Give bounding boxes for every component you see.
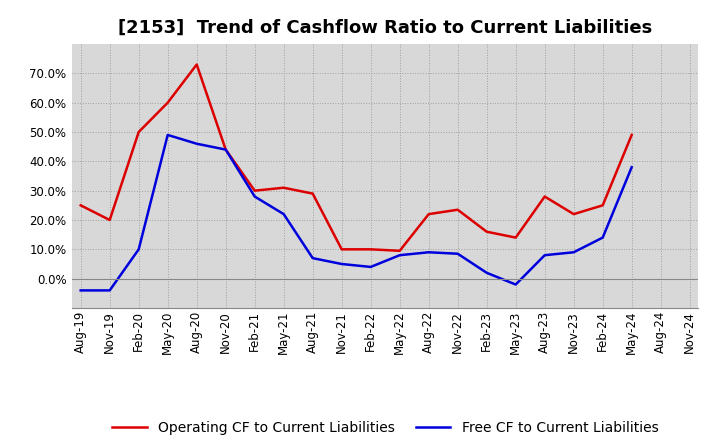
Operating CF to Current Liabilities [454, 207, 462, 213]
Free CF to Current Liabilities [105, 288, 114, 293]
Operating CF to Current Liabilities [135, 129, 143, 135]
Free CF to Current Liabilities [511, 282, 520, 287]
Free CF to Current Liabilities [279, 212, 288, 217]
Operating CF to Current Liabilities [627, 132, 636, 138]
Operating CF to Current Liabilities [570, 212, 578, 217]
Operating CF to Current Liabilities [511, 235, 520, 240]
Operating CF to Current Liabilities [395, 248, 404, 253]
Operating CF to Current Liabilities [251, 188, 259, 193]
Legend: Operating CF to Current Liabilities, Free CF to Current Liabilities: Operating CF to Current Liabilities, Fre… [107, 415, 664, 440]
Free CF to Current Liabilities [627, 165, 636, 170]
Free CF to Current Liabilities [482, 270, 491, 275]
Operating CF to Current Liabilities [105, 217, 114, 223]
Operating CF to Current Liabilities [192, 62, 201, 67]
Operating CF to Current Liabilities [308, 191, 317, 196]
Free CF to Current Liabilities [570, 249, 578, 255]
Free CF to Current Liabilities [395, 253, 404, 258]
Free CF to Current Liabilities [221, 147, 230, 152]
Free CF to Current Liabilities [163, 132, 172, 138]
Free CF to Current Liabilities [598, 235, 607, 240]
Line: Operating CF to Current Liabilities: Operating CF to Current Liabilities [81, 65, 631, 251]
Operating CF to Current Liabilities [424, 212, 433, 217]
Free CF to Current Liabilities [338, 261, 346, 267]
Title: [2153]  Trend of Cashflow Ratio to Current Liabilities: [2153] Trend of Cashflow Ratio to Curren… [118, 19, 652, 37]
Free CF to Current Liabilities [192, 141, 201, 147]
Free CF to Current Liabilities [424, 249, 433, 255]
Operating CF to Current Liabilities [366, 247, 375, 252]
Free CF to Current Liabilities [541, 253, 549, 258]
Free CF to Current Liabilities [308, 256, 317, 261]
Operating CF to Current Liabilities [76, 203, 85, 208]
Operating CF to Current Liabilities [338, 247, 346, 252]
Operating CF to Current Liabilities [221, 147, 230, 152]
Operating CF to Current Liabilities [541, 194, 549, 199]
Operating CF to Current Liabilities [598, 203, 607, 208]
Free CF to Current Liabilities [76, 288, 85, 293]
Operating CF to Current Liabilities [279, 185, 288, 191]
Free CF to Current Liabilities [366, 264, 375, 270]
Free CF to Current Liabilities [251, 194, 259, 199]
Line: Free CF to Current Liabilities: Free CF to Current Liabilities [81, 135, 631, 290]
Free CF to Current Liabilities [135, 247, 143, 252]
Operating CF to Current Liabilities [163, 100, 172, 105]
Free CF to Current Liabilities [454, 251, 462, 257]
Operating CF to Current Liabilities [482, 229, 491, 235]
